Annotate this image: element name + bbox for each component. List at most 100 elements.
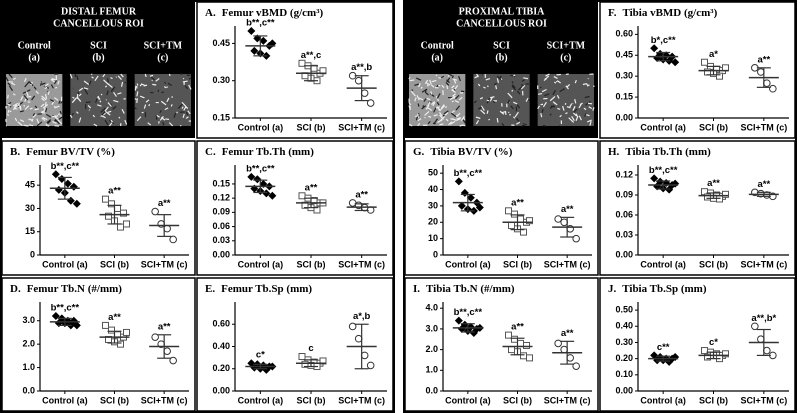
roi-trabecula	[507, 99, 511, 104]
roi-trabecula	[572, 112, 577, 117]
roi-trabecula	[439, 123, 444, 126]
roi-trabecula	[549, 113, 552, 116]
y-tick-label: 40	[428, 184, 438, 194]
significance-label: b**,c**	[649, 165, 678, 176]
roi-trabecula	[113, 91, 117, 97]
y-tick-label: 0.00	[615, 249, 633, 259]
roi-trabecula	[12, 102, 19, 107]
point-sci-tm	[157, 220, 165, 228]
roi-label: (b)	[92, 52, 104, 63]
roi-trabecula	[435, 96, 440, 102]
roi-trabecula	[429, 79, 432, 85]
roi-trabecula	[511, 84, 516, 89]
x-tick-label: SCI (b)	[699, 259, 728, 269]
roi-trabecula	[42, 116, 48, 121]
roi-trabecula	[559, 88, 565, 93]
panel-title: B. Femur BV/TV (%)	[10, 146, 115, 158]
roi-trabecula	[100, 107, 106, 113]
x-tick-label: Control (a)	[238, 395, 284, 405]
roi-label: SCI	[493, 40, 510, 51]
point-sci	[701, 58, 708, 66]
roi-trabecula	[59, 115, 63, 117]
roi-trabecula	[513, 101, 518, 105]
panel-letter: G.	[413, 146, 425, 158]
significance-label: a**,b	[351, 62, 372, 73]
point-sci	[517, 339, 524, 347]
roi-trabecula	[568, 117, 575, 123]
roi-trabecula	[592, 107, 595, 111]
point-sci	[508, 222, 515, 230]
panel-letter: B.	[10, 146, 20, 158]
panel-frame	[196, 1, 394, 139]
roi-trabecula	[587, 119, 592, 123]
roi-image	[537, 74, 594, 126]
y-tick-label: 30	[25, 203, 35, 213]
panel-title-text: Tibia vBMD (g/cm³)	[622, 7, 717, 19]
point-control	[454, 177, 463, 186]
panel-title-text: Femur BV/TV (%)	[26, 146, 115, 158]
roi-label: SCI+TM	[144, 40, 183, 51]
y-tick-label: 0.50	[615, 304, 633, 314]
roi-trabecula	[44, 83, 49, 87]
roi-trabecula	[462, 119, 466, 124]
point-sci-tm	[572, 362, 580, 370]
y-tick-label: 0.00	[615, 385, 633, 395]
roi-trabecula	[415, 116, 419, 121]
point-sci	[114, 204, 121, 212]
roi-trabecula	[40, 103, 45, 108]
roi-trabecula	[6, 101, 12, 106]
roi-trabecula	[156, 114, 160, 118]
roi-trabecula	[549, 96, 556, 102]
roi-trabecula	[417, 103, 420, 107]
roi-trabecula	[101, 115, 106, 119]
roi-trabecula	[559, 114, 562, 118]
roi-trabecula	[59, 110, 62, 115]
point-sci	[722, 190, 729, 198]
y-tick-label: 0.09	[615, 189, 633, 199]
roi-trabecula	[435, 74, 438, 77]
roi-trabecula	[453, 95, 456, 99]
roi-trabecula	[421, 88, 428, 93]
point-sci	[511, 335, 518, 343]
roi-trabecula	[8, 73, 13, 79]
x-tick-label: SCI (b)	[699, 395, 728, 405]
point-control	[650, 174, 659, 183]
point-sci-tm	[360, 351, 369, 360]
roi-label: Control	[18, 40, 51, 51]
roi-trabecula	[426, 82, 431, 86]
roi-trabecula	[432, 122, 436, 125]
roi-trabecula	[574, 79, 577, 84]
significance-label: b**,c**	[51, 161, 80, 172]
point-control	[72, 321, 81, 330]
roi-trabecula	[431, 79, 437, 83]
roi-trabecula	[410, 90, 416, 97]
point-sci	[102, 195, 109, 203]
roi-trabecula	[51, 100, 55, 106]
roi-trabecula	[136, 91, 139, 97]
roi-trabecula	[58, 100, 61, 104]
y-tick-label: 0.40	[212, 341, 230, 351]
roi-trabecula	[455, 105, 461, 111]
point-sci	[319, 357, 327, 365]
roi-trabecula	[516, 90, 521, 95]
roi-trabecula	[100, 93, 103, 96]
roi-trabecula	[509, 113, 512, 116]
x-tick-label: SCI (b)	[297, 259, 326, 269]
roi-image	[473, 74, 530, 126]
roi-trabecula	[83, 87, 89, 90]
roi-trabecula	[517, 86, 523, 91]
y-tick-label: 20	[428, 217, 438, 227]
roi-trabecula	[511, 89, 514, 92]
roi-trabecula	[115, 76, 118, 78]
roi-trabecula	[36, 118, 40, 124]
roi-trabecula	[94, 75, 99, 82]
roi-trabecula	[552, 89, 557, 96]
roi-trabecula	[415, 115, 418, 118]
roi-title: PROXIMAL TIBIA	[459, 6, 545, 17]
panel-title-text: Femur Tb.Th (mm)	[222, 146, 315, 158]
point-sci	[704, 193, 711, 201]
point-control	[454, 316, 463, 325]
point-control	[457, 324, 466, 333]
roi-trabecula	[562, 105, 565, 111]
